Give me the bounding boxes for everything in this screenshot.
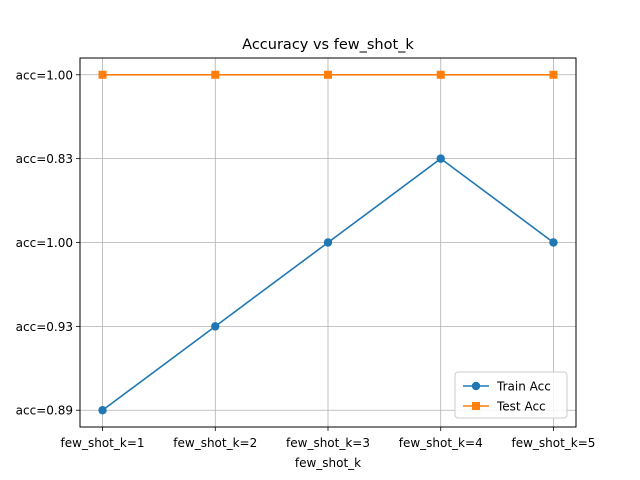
y-tick-label: acc=1.00 <box>16 68 73 82</box>
data-point-circle <box>211 322 220 331</box>
x-tick-label: few_shot_k=5 <box>511 436 595 450</box>
x-axis-ticks: few_shot_k=1 few_shot_k=2 few_shot_k=3 few_… <box>61 427 595 450</box>
legend-label: Train Acc <box>496 380 551 394</box>
x-tick-label: few_shot_k=3 <box>286 436 370 450</box>
x-axis-title: few_shot_k <box>295 456 361 470</box>
series-test-acc <box>98 70 558 79</box>
series-train-acc <box>98 154 558 415</box>
x-tick-label: few_shot_k=1 <box>61 436 145 450</box>
data-point-square <box>436 70 445 79</box>
data-point-circle <box>98 406 107 415</box>
y-tick-label: acc=0.93 <box>16 320 73 334</box>
legend: Train Acc Test Acc <box>454 371 568 419</box>
y-tick-label: acc=0.89 <box>16 404 73 418</box>
legend-marker-circle <box>471 381 481 391</box>
y-axis-ticks: acc=0.89 acc=0.93 acc=1.00 acc=0.83 acc=1.00 <box>16 68 80 418</box>
data-point-square <box>98 70 107 79</box>
legend-marker-square <box>472 402 480 410</box>
legend-entry: Test Acc <box>463 400 546 414</box>
y-tick-label: acc=0.83 <box>16 152 73 166</box>
data-point-circle <box>323 238 333 247</box>
y-tick-label: acc=1.00 <box>16 236 73 250</box>
data-point-circle <box>549 238 558 247</box>
series-layer <box>98 70 558 415</box>
x-tick-label: few_shot_k=4 <box>399 436 483 450</box>
legend-label: Test Acc <box>496 400 546 414</box>
data-point-square <box>211 70 220 79</box>
data-point-square <box>324 70 332 79</box>
data-point-square <box>549 70 558 79</box>
legend-entry: Train Acc <box>463 380 551 394</box>
chart-title: Accuracy vs few_shot_k <box>242 37 414 53</box>
x-tick-label: few_shot_k=2 <box>173 436 257 450</box>
data-point-circle <box>436 154 445 163</box>
